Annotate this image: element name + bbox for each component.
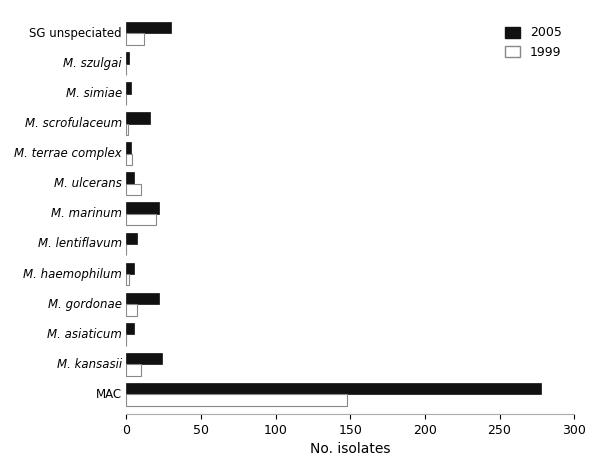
Text: M. lentiflavum: M. lentiflavum xyxy=(38,237,122,251)
Bar xyxy=(126,233,137,244)
Text: M. gordonae: M. gordonae xyxy=(48,298,122,311)
Bar xyxy=(126,323,134,334)
Bar xyxy=(126,304,137,315)
Legend: 2005, 1999: 2005, 1999 xyxy=(499,20,568,65)
Bar xyxy=(126,184,141,195)
Bar xyxy=(126,214,156,225)
Text: M. marinum: M. marinum xyxy=(51,207,122,220)
Text: SG unspeciated: SG unspeciated xyxy=(29,27,122,40)
Bar xyxy=(126,203,159,214)
Bar xyxy=(126,364,141,376)
Bar xyxy=(126,154,132,165)
Bar xyxy=(126,353,162,364)
Bar xyxy=(126,112,150,124)
Bar xyxy=(126,33,144,45)
Text: MAC: MAC xyxy=(95,388,122,401)
Bar xyxy=(126,52,129,63)
Bar xyxy=(126,142,131,154)
Bar xyxy=(126,274,129,285)
Text: M. ulcerans: M. ulcerans xyxy=(54,177,122,190)
Bar xyxy=(126,394,347,406)
Bar xyxy=(126,124,128,135)
Bar xyxy=(126,172,134,184)
Bar xyxy=(126,293,159,304)
Text: M. haemophilum: M. haemophilum xyxy=(23,267,122,281)
Text: M. terrae complex: M. terrae complex xyxy=(14,147,122,160)
Text: M. kansasii: M. kansasii xyxy=(56,358,122,371)
Bar xyxy=(126,22,171,33)
Text: M. simiae: M. simiae xyxy=(65,87,122,100)
Text: M. szulgai: M. szulgai xyxy=(63,57,122,70)
Bar xyxy=(126,263,134,274)
Bar xyxy=(126,82,131,94)
Text: M. scrofulaceum: M. scrofulaceum xyxy=(25,117,122,130)
Bar xyxy=(126,383,541,394)
Text: M. asiaticum: M. asiaticum xyxy=(47,328,122,341)
X-axis label: No. isolates: No. isolates xyxy=(310,442,391,456)
